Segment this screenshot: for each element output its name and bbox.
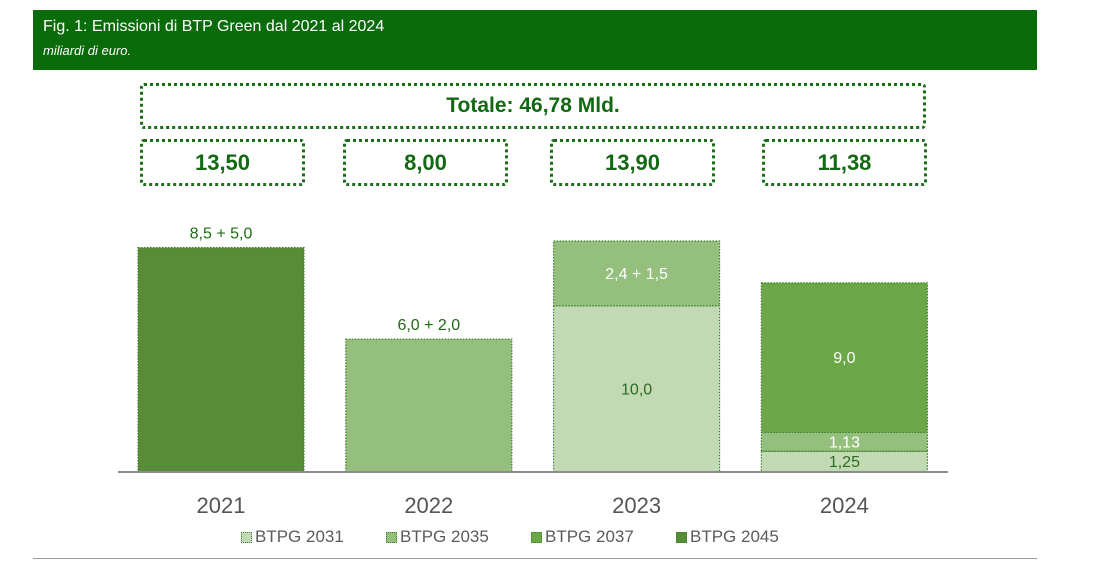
segment-label: 1,13 xyxy=(829,434,860,451)
bar-segment-btpg-2035-2023 xyxy=(552,240,721,307)
legend-swatch xyxy=(386,531,397,543)
chart-title: Fig. 1: Emissioni di BTP Green dal 2021 … xyxy=(43,18,385,35)
segment-label: 2,4 + 1,5 xyxy=(605,266,668,283)
segment-label: 1,25 xyxy=(829,454,860,471)
legend-swatch xyxy=(676,531,687,543)
bar-segment-btpg-2045-2021 xyxy=(137,247,305,473)
legend-label: BTPG 2035 xyxy=(400,527,489,546)
year-total-value: 13,50 xyxy=(194,149,251,175)
bar-segment-btpg-2037-2024 xyxy=(760,282,929,434)
segment-label: 8,5 + 5,0 xyxy=(190,226,253,243)
x-tick-label: 2021 xyxy=(197,493,246,518)
grand-total-box: Totale: 46,78 Mld. xyxy=(140,83,926,129)
year-total-box-2024: 11,38 xyxy=(762,139,927,186)
segment-label: 9,0 xyxy=(833,350,855,367)
bar-segment-btpg-2035-2022 xyxy=(345,338,513,473)
year-total-value: 13,90 xyxy=(604,149,661,175)
legend-item-btpg-2035: BTPG 2035 xyxy=(386,527,531,546)
year-total-value: 11,38 xyxy=(817,149,872,175)
legend-item-btpg-2031: BTPG 2031 xyxy=(241,527,386,546)
x-tick-label: 2023 xyxy=(612,493,661,518)
bar-segment-btpg-2035-2024 xyxy=(760,431,929,452)
x-tick-label: 2022 xyxy=(404,493,453,518)
legend: BTPG 2031 BTPG 2035 BTPG 2037 BTPG 2045 xyxy=(241,527,821,546)
bottom-rule xyxy=(33,558,1037,559)
bar-segment-btpg-2031-2024 xyxy=(760,450,929,473)
legend-label: BTPG 2037 xyxy=(545,527,634,546)
legend-swatch xyxy=(241,531,252,543)
year-total-box-2022: 8,00 xyxy=(343,139,508,186)
bar-segment-btpg-2031-2023 xyxy=(552,305,721,473)
chart-subtitle: miliardi di euro. xyxy=(43,43,132,58)
segment-label: 6,0 + 2,0 xyxy=(397,317,460,334)
legend-item-btpg-2045: BTPG 2045 xyxy=(676,527,821,546)
grand-total-value: Totale: 46,78 Mld. xyxy=(446,94,620,117)
legend-item-btpg-2037: BTPG 2037 xyxy=(531,527,676,546)
year-total-box-2021: 13,50 xyxy=(140,139,305,186)
year-total-box-2023: 13,90 xyxy=(550,139,715,186)
x-tick-label: 2024 xyxy=(820,493,869,518)
segment-label: 10,0 xyxy=(621,381,652,398)
legend-swatch xyxy=(531,531,542,543)
figure-header: Fig. 1: Emissioni di BTP Green dal 2021 … xyxy=(33,10,1037,70)
legend-label: BTPG 2031 xyxy=(255,527,344,546)
legend-label: BTPG 2045 xyxy=(690,527,779,546)
year-total-value: 8,00 xyxy=(404,149,447,175)
